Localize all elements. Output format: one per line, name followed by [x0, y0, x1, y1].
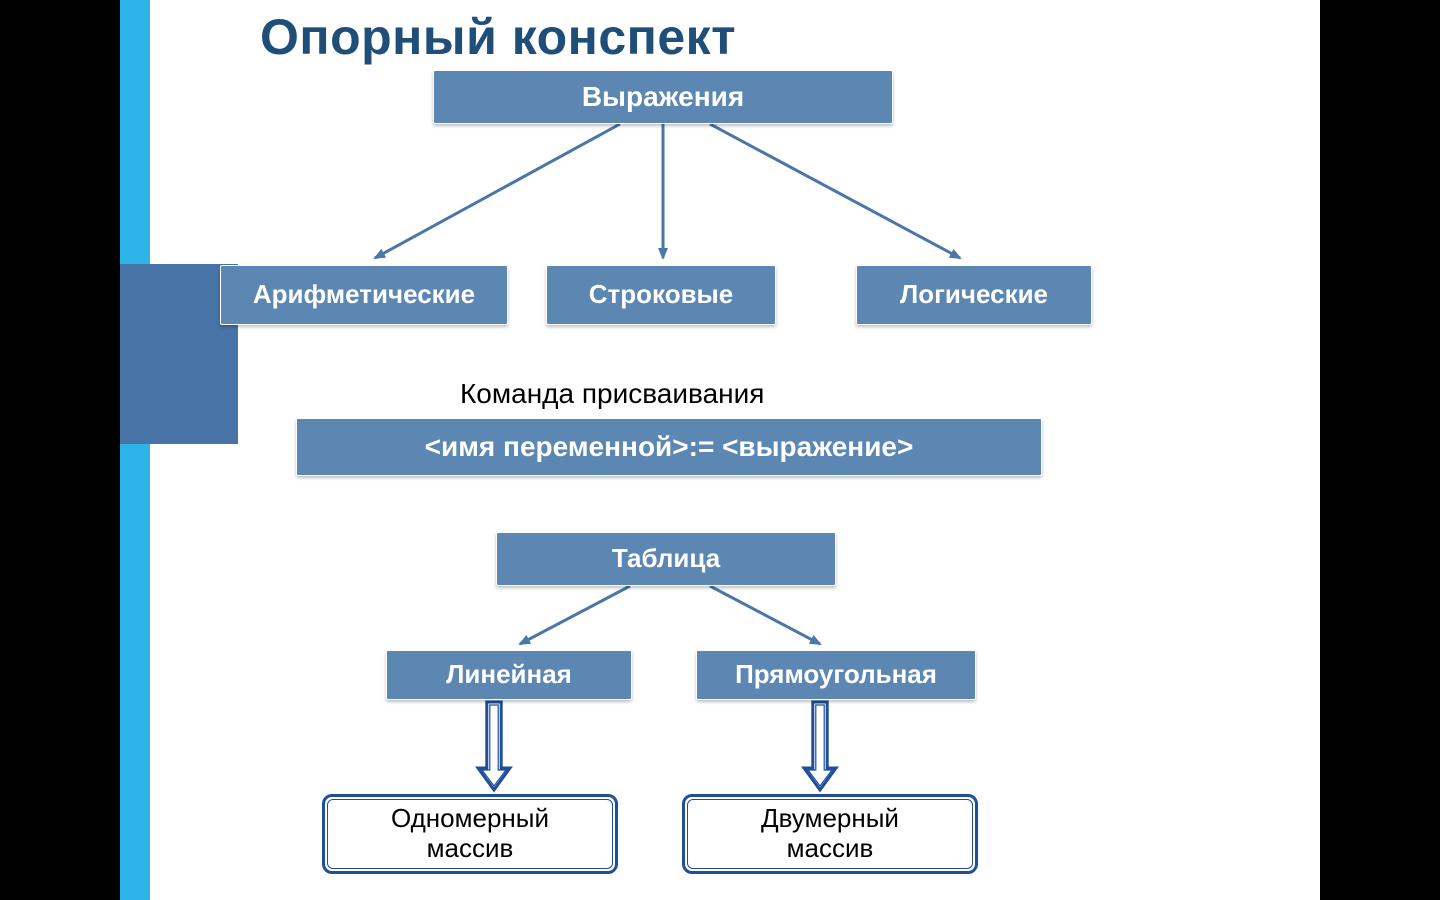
node-logical: Логические — [856, 265, 1092, 325]
node-expressions: Выражения — [433, 70, 893, 124]
node-2d-array-label: Двумерныймассив — [761, 804, 899, 864]
slide: Опорный конспект Выражения Арифметически… — [120, 0, 1320, 900]
label-assignment: Команда присваивания — [460, 378, 764, 410]
slide-title: Опорный конспект — [260, 8, 736, 66]
node-rectangular: Прямоугольная — [696, 650, 976, 700]
node-table: Таблица — [496, 532, 836, 586]
node-arithmetic: Арифметические — [220, 265, 508, 325]
node-string: Строковые — [546, 265, 776, 325]
left-accent-light — [120, 0, 150, 900]
node-2d-array: Двумерныймассив — [682, 794, 978, 874]
node-1d-array-label: Одномерныймассив — [391, 804, 549, 864]
node-1d-array: Одномерныймассив — [322, 794, 618, 874]
node-linear: Линейная — [386, 650, 632, 700]
node-assignment: <имя переменной>:= <выражение> — [296, 418, 1042, 476]
